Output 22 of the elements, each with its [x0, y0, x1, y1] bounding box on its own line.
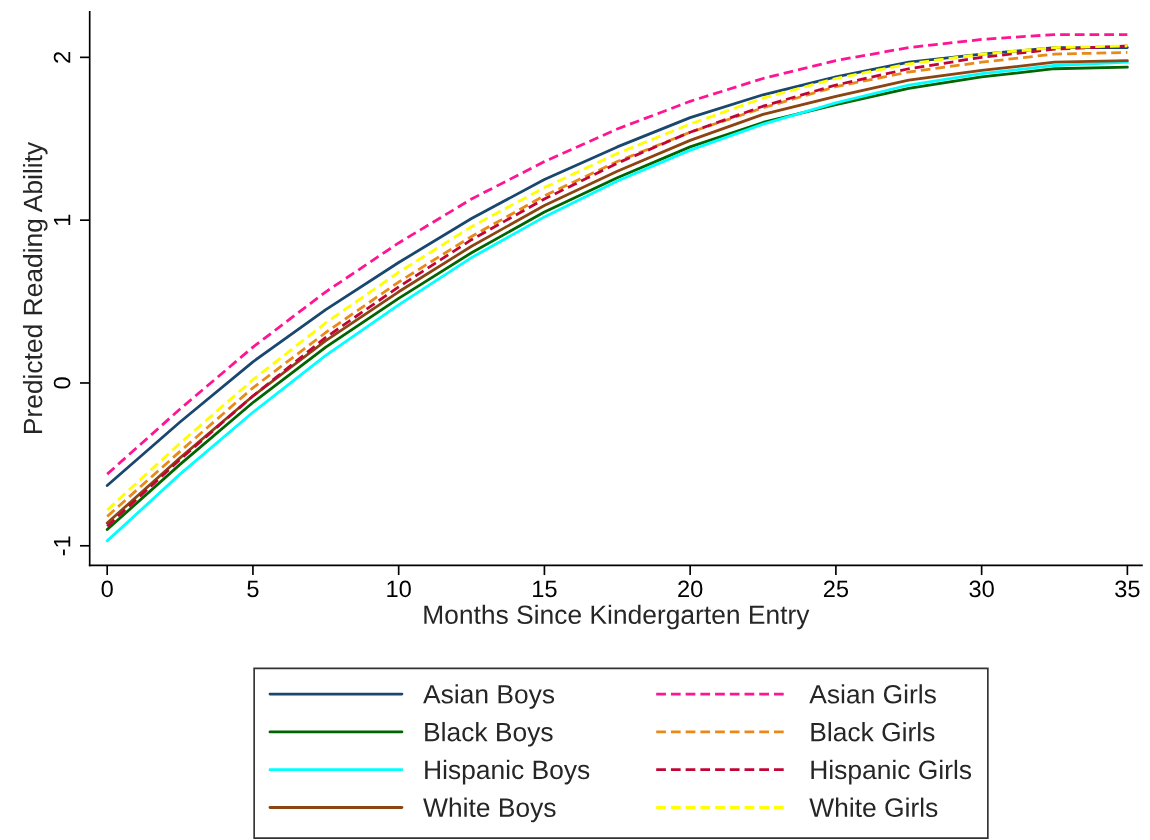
x-tick-label: 15 [533, 580, 557, 598]
x-tick-label: 35 [1115, 580, 1140, 598]
x-tick-label: 25 [823, 580, 849, 598]
y-tick-label: 0 [53, 377, 71, 389]
y-tick-label: 1 [53, 214, 71, 225]
legend-label: Hispanic Girls [811, 759, 972, 785]
legend-label: Asian Boys [423, 684, 555, 709]
y-tick-label: -1 [53, 536, 71, 556]
legend-label: White Girls [809, 797, 938, 817]
x-tick-label: 30 [969, 580, 994, 598]
x-tick-label: 5 [247, 580, 259, 598]
x-axis-title: Months Since Kindergarten Entry [424, 604, 810, 630]
x-tick-label: 0 [101, 580, 113, 598]
y-axis-title: Predicted Reading Ability [22, 141, 48, 434]
x-tick-label: 20 [678, 580, 703, 598]
y-tick-label: 2 [53, 51, 71, 63]
x-tick-label: 10 [387, 580, 411, 598]
legend-label: Black Boys [425, 722, 553, 747]
legend-label: White Boys [423, 797, 556, 823]
legend-label: Black Girls [811, 722, 935, 742]
legend-label: Asian Girls [809, 684, 936, 704]
legend-label: Hispanic Boys [425, 759, 590, 785]
